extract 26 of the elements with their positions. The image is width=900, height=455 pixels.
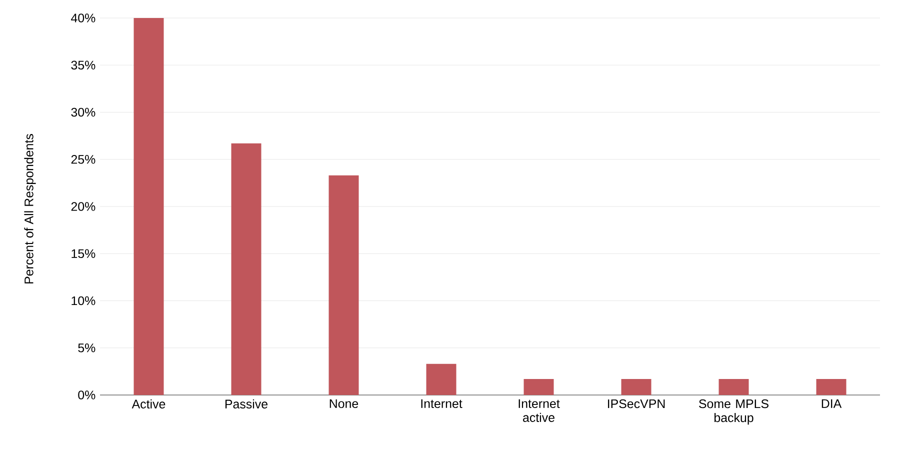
x-tick-label: Internet xyxy=(421,399,462,408)
x-tick-label: Active xyxy=(132,399,166,408)
y-tick-label: 10% xyxy=(72,296,96,306)
y-tick-label: 20% xyxy=(71,202,96,211)
bar xyxy=(718,378,749,395)
bar xyxy=(524,378,554,395)
bar xyxy=(816,378,846,395)
x-tick-label: DIA xyxy=(822,399,842,408)
y-tick-label: 30% xyxy=(71,108,96,117)
y-axis-title: Percent of All Respondents xyxy=(24,134,36,284)
y-tick-label: 0% xyxy=(78,390,96,400)
bar xyxy=(231,143,262,395)
bar xyxy=(134,18,164,395)
bar xyxy=(621,378,652,395)
y-tick-label: 25% xyxy=(71,154,96,164)
bar xyxy=(328,175,359,395)
y-tick-label: 5% xyxy=(78,343,96,352)
x-tick-label: IPSecVPN xyxy=(608,399,665,408)
y-tick-label: 35% xyxy=(71,60,96,70)
x-tick-label: Some MPLS backup xyxy=(699,399,768,425)
x-tick-label: Internet active xyxy=(518,399,560,422)
y-tick-label: 15% xyxy=(72,249,96,258)
y-tick-label: 40% xyxy=(71,14,96,22)
x-tick-label: None xyxy=(330,399,358,408)
x-tick-label: Passive xyxy=(225,399,268,408)
bar xyxy=(426,364,456,395)
